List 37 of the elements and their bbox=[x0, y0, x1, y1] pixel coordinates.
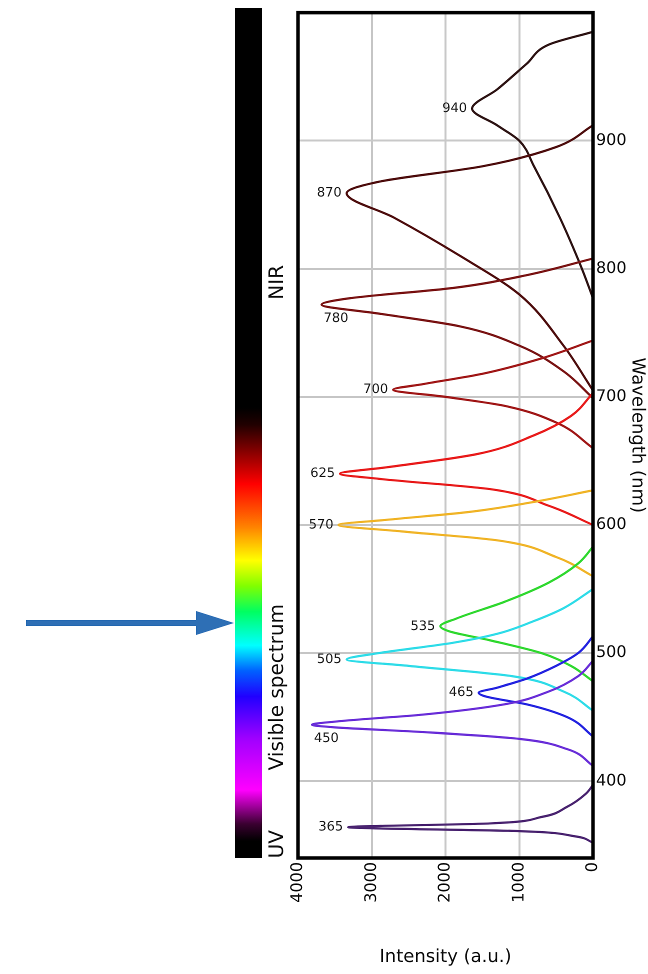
y-tick-label: 900 bbox=[596, 130, 627, 149]
line-series bbox=[347, 784, 593, 844]
line-series bbox=[392, 339, 593, 450]
y-tick-label: 500 bbox=[596, 642, 627, 662]
annotation: 625 bbox=[310, 466, 336, 482]
line-series bbox=[320, 257, 593, 400]
text: UV bbox=[264, 830, 288, 858]
annotation: 505 bbox=[316, 652, 342, 667]
line-series bbox=[337, 489, 593, 578]
annotation: 535 bbox=[410, 619, 436, 634]
line-series bbox=[338, 392, 593, 526]
y-tick-label: 700 bbox=[596, 386, 627, 406]
line-series bbox=[439, 546, 593, 682]
annotation: 365 bbox=[318, 820, 344, 835]
text: NIR bbox=[264, 265, 288, 300]
annotation: 465 bbox=[448, 685, 474, 700]
annotation: 570 bbox=[308, 517, 334, 532]
annotation: 870 bbox=[316, 186, 342, 201]
annotation: 700 bbox=[363, 382, 388, 398]
y-tick-label: 800 bbox=[596, 258, 627, 277]
text: Visible spectrum bbox=[264, 604, 288, 770]
x-tick-label: 0 bbox=[582, 862, 602, 872]
line-series bbox=[470, 30, 593, 300]
annotation: 940 bbox=[442, 101, 468, 116]
line-series bbox=[346, 588, 593, 712]
y-tick-label: 400 bbox=[596, 770, 627, 790]
line-series bbox=[478, 635, 593, 738]
x-axis-title: Intensity (a.u.) bbox=[380, 946, 512, 967]
y-tick-label: 600 bbox=[596, 514, 627, 534]
x-tick-label: 2000 bbox=[434, 862, 454, 903]
line-series bbox=[346, 124, 593, 392]
x-tick-label: 3000 bbox=[360, 862, 380, 903]
annotation: 450 bbox=[314, 731, 339, 746]
x-tick-label: 1000 bbox=[508, 862, 528, 903]
x-tick-label: 4000 bbox=[287, 862, 306, 903]
annotation: 780 bbox=[324, 311, 348, 326]
y-axis-title: Wavelength (nm) bbox=[628, 358, 648, 514]
